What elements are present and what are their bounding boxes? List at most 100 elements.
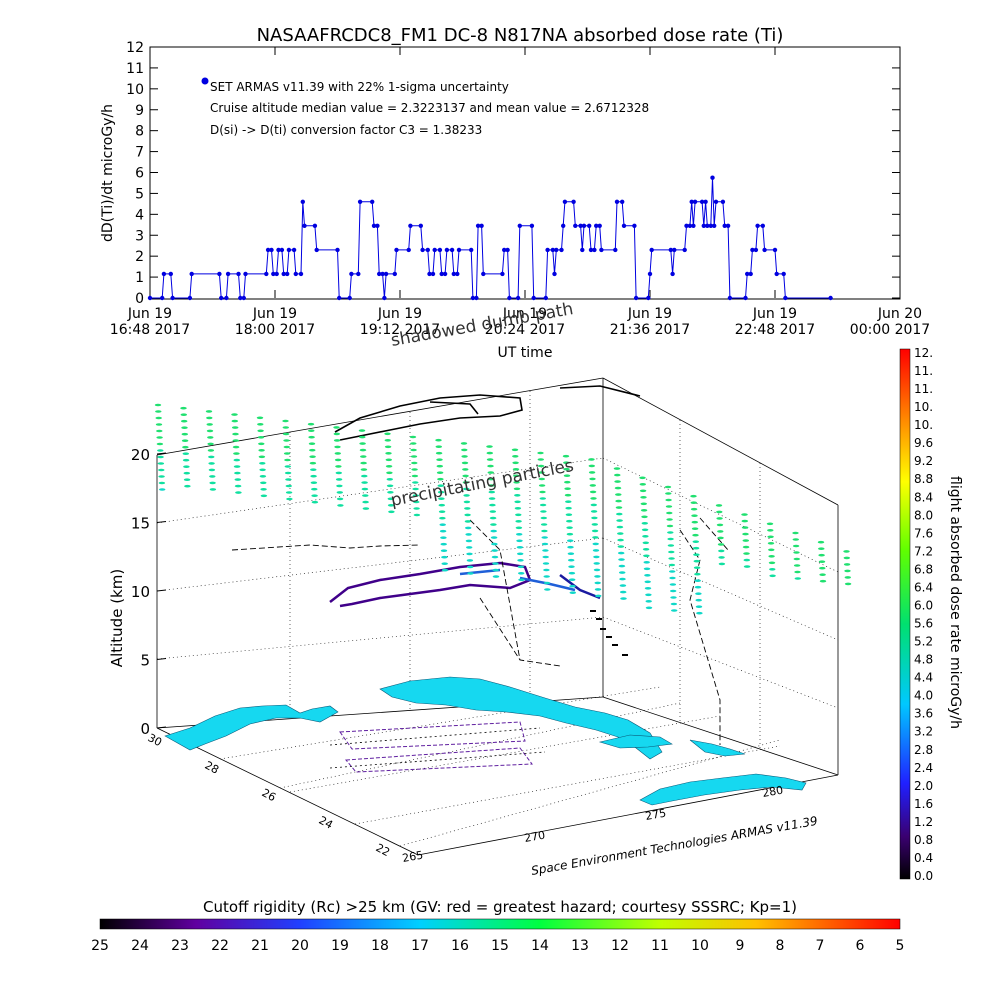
particle-dot [742, 545, 750, 549]
particle-dot [665, 492, 672, 495]
particle-dot [387, 497, 394, 501]
data-point [425, 247, 430, 253]
particle-dot [614, 480, 621, 483]
data-point [745, 271, 750, 277]
particle-dot [642, 541, 649, 545]
particle-dot [769, 568, 776, 571]
longitude-tick-label: 270 [523, 829, 546, 845]
particle-dot [819, 579, 827, 583]
particle-dot [490, 523, 497, 526]
annotation-instrument: SET ARMAS v11.39 with 22% 1-sigma uncert… [210, 80, 509, 94]
particle-dot [435, 445, 442, 449]
particle-dot [617, 545, 625, 548]
particle-dot [692, 533, 699, 537]
data-point [554, 247, 559, 253]
rigidity-colorbar-tick: 15 [491, 938, 509, 954]
plot-grid [156, 391, 839, 847]
particle-dot [232, 439, 239, 442]
data-point [314, 247, 319, 253]
longitude-tick-label: 275 [644, 807, 667, 823]
particle-dot [309, 448, 316, 452]
x-tick-label-date: Jun 19 [752, 306, 797, 322]
particle-dot [615, 493, 622, 496]
particle-dot [311, 494, 318, 498]
data-point [753, 247, 759, 253]
particle-dot [437, 477, 444, 481]
particle-dot [489, 503, 496, 507]
particle-dot [207, 436, 214, 439]
dose-colorbar-tick: 7.6 [914, 526, 933, 540]
rigidity-colorbar-tick: 18 [371, 938, 389, 954]
particle-dot [641, 522, 648, 525]
particle-dot [562, 454, 570, 458]
particle-dot [767, 529, 774, 532]
particle-dot [512, 455, 519, 458]
x-tick-label-date: Jun 19 [252, 306, 297, 322]
particle-dot [410, 448, 417, 452]
particle-dot [718, 562, 726, 566]
particle-dot [232, 432, 239, 436]
particle-dot [208, 455, 215, 459]
particle-dot [311, 487, 318, 491]
particle-dot [438, 497, 445, 501]
data-point [573, 223, 578, 228]
descent-dots [590, 610, 628, 656]
y-tick-label: 6 [135, 166, 144, 182]
particle-dot [337, 504, 344, 507]
particle-dot [613, 467, 621, 470]
particle-dot [465, 533, 472, 536]
x-tick-label-time: 22:48 2017 [735, 322, 815, 338]
particle-dot [282, 432, 290, 436]
particle-dot [155, 410, 162, 413]
data-point [578, 223, 583, 228]
particle-dot [639, 489, 647, 493]
particle-dot [593, 555, 600, 559]
particle-dot [208, 462, 215, 465]
particle-dot [696, 611, 703, 615]
particle-dot [209, 475, 216, 478]
particle-dot [641, 515, 648, 519]
particle-dot [487, 471, 494, 474]
particle-dot [514, 500, 521, 504]
rigidity-colorbar-tick: 7 [816, 938, 825, 954]
particle-dot [741, 513, 748, 516]
particle-dot [335, 465, 342, 468]
particle-dot [488, 484, 495, 487]
dose-colorbar-tick: 4.0 [914, 689, 933, 703]
particle-dot [640, 496, 647, 499]
particle-dot [569, 584, 576, 588]
particle-dot [617, 532, 624, 535]
data-point [580, 247, 585, 253]
particle-dot [564, 487, 571, 491]
particle-dot [538, 477, 545, 481]
particle-dot [644, 580, 651, 584]
data-point [302, 223, 307, 228]
particle-dot [388, 510, 395, 514]
data-point [442, 271, 448, 277]
particle-dot [336, 497, 344, 501]
x-tick-label-time: 20:24 2017 [485, 322, 565, 338]
particle-dot [486, 445, 493, 448]
data-point [689, 199, 694, 204]
particle-dot [360, 461, 367, 465]
altitude-tick-label: 5 [140, 652, 150, 670]
data-point [592, 247, 597, 253]
data-point [312, 223, 318, 228]
dose-colorbar-title: flight absorbed dose rate microGy/h [947, 476, 963, 729]
particle-dot [541, 542, 549, 546]
x-tick-label-date: Jun 19 [127, 306, 172, 322]
particle-dot [643, 554, 650, 558]
data-point [713, 199, 719, 204]
particle-dot [641, 528, 649, 532]
data-point [743, 295, 748, 301]
particle-dot [464, 507, 471, 510]
dose-colorbar-tick: 8.8 [914, 472, 933, 486]
particle-dot [818, 553, 825, 557]
data-point [529, 223, 535, 228]
particle-dot [438, 510, 446, 513]
data-point [481, 271, 486, 277]
particle-dot [694, 579, 701, 582]
particle-dot [819, 566, 826, 570]
particle-dot [436, 471, 444, 475]
data-point [722, 223, 727, 228]
